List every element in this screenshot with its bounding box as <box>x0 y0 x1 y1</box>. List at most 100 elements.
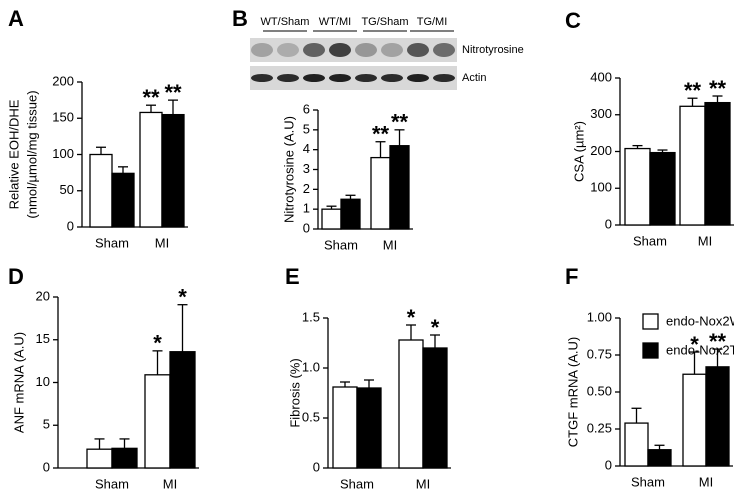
error-bar <box>118 166 128 174</box>
error-bar <box>712 348 723 367</box>
bar <box>86 448 113 469</box>
y-tick-label: 0.75 <box>587 346 612 361</box>
y-axis-label: CSA (µm²) <box>571 121 586 182</box>
bar <box>321 208 342 230</box>
bar <box>370 156 391 230</box>
bar <box>624 147 651 226</box>
y-tick-label: 3 <box>303 161 310 176</box>
panel-letter: D <box>8 264 24 289</box>
lane-label: WT/Sham <box>261 16 310 28</box>
y-tick-label: 4 <box>303 141 310 156</box>
y-tick-label: 200 <box>590 143 612 158</box>
blot-band <box>251 43 273 57</box>
bar <box>647 449 672 467</box>
y-axis-label: (nmol/µmol/mg tissue) <box>24 90 39 218</box>
x-tick-label: MI <box>155 235 169 250</box>
panel-letter: E <box>285 264 300 289</box>
bar <box>682 373 707 467</box>
y-tick-label: 0 <box>67 218 74 233</box>
y-tick-label: 1 <box>303 201 310 216</box>
x-tick-label: Sham <box>95 476 129 491</box>
error-bar <box>375 141 386 158</box>
error-bar <box>152 350 163 375</box>
y-tick-label: 0.5 <box>302 409 320 424</box>
x-tick-label: MI <box>383 237 397 252</box>
bar <box>398 339 424 469</box>
y-tick-label: 1.0 <box>302 359 320 374</box>
y-axis-label: Relative EOH/DHE <box>6 99 21 209</box>
blot-band <box>381 43 403 57</box>
legend-swatch <box>642 313 659 330</box>
x-tick-label: Sham <box>631 474 665 489</box>
significance-mark: ** <box>709 76 727 101</box>
blot-band <box>303 43 325 57</box>
panel-letter: A <box>8 6 24 31</box>
y-axis-label: Nitrotyrosine (A.U) <box>281 116 296 223</box>
error-bar <box>654 444 665 450</box>
y-tick-label: 0 <box>605 457 612 472</box>
blot-band <box>381 74 403 82</box>
blot-band <box>277 74 299 82</box>
significance-mark: ** <box>709 329 727 354</box>
y-tick-label: 0 <box>43 459 50 474</box>
significance-mark: * <box>431 315 440 340</box>
x-tick-label: MI <box>698 233 712 248</box>
blot-band <box>251 74 273 82</box>
error-bar <box>146 104 156 113</box>
x-tick-label: MI <box>416 476 430 491</box>
y-tick-label: 0 <box>313 459 320 474</box>
y-tick-label: 100 <box>52 146 74 161</box>
error-bar <box>364 379 374 388</box>
bar <box>111 172 135 228</box>
bar <box>422 347 448 469</box>
blot-band <box>433 43 455 57</box>
y-tick-label: 0.25 <box>587 420 612 435</box>
error-bar <box>430 334 440 348</box>
band-label: Nitrotyrosine <box>462 44 524 56</box>
y-tick-label: 6 <box>303 101 310 116</box>
error-bar <box>689 351 700 375</box>
blot-band <box>407 43 429 57</box>
x-tick-label: Sham <box>633 233 667 248</box>
blot-band <box>329 74 351 82</box>
legend-label: endo-Nox2WT <box>666 313 734 328</box>
y-axis-label: Fibrosis (%) <box>287 358 302 427</box>
significance-mark: * <box>407 305 416 330</box>
panel-letter: F <box>565 264 578 289</box>
significance-mark: * <box>178 285 187 310</box>
error-bar <box>96 146 106 155</box>
bar <box>624 422 649 467</box>
y-tick-label: 300 <box>590 106 612 121</box>
y-tick-label: 150 <box>52 110 74 125</box>
blot-band <box>407 74 429 82</box>
bar <box>705 366 730 467</box>
error-bar <box>406 324 416 340</box>
y-axis-label: ANF mRNA (A.U) <box>11 332 26 433</box>
bar <box>89 153 113 228</box>
bar <box>704 101 731 226</box>
significance-mark: ** <box>372 122 390 147</box>
error-bar <box>687 97 698 107</box>
y-tick-label: 5 <box>303 121 310 136</box>
y-tick-label: 15 <box>36 331 50 346</box>
error-bar <box>631 407 642 424</box>
blot-band <box>433 74 455 82</box>
bar <box>340 198 361 230</box>
blot-band <box>303 74 325 82</box>
y-tick-label: 20 <box>36 288 50 303</box>
blot-band <box>355 74 377 82</box>
y-tick-label: 0 <box>605 216 612 231</box>
y-tick-label: 200 <box>52 73 74 88</box>
y-tick-label: 0.50 <box>587 383 612 398</box>
panel-letter: C <box>565 8 581 33</box>
legend-swatch <box>642 342 659 359</box>
blot-band <box>277 43 299 57</box>
x-tick-label: Sham <box>340 476 374 491</box>
error-bar <box>712 95 723 103</box>
bar <box>144 374 171 469</box>
bar <box>139 111 163 228</box>
significance-mark: ** <box>391 110 409 135</box>
error-bar <box>394 129 405 146</box>
error-bar <box>345 194 356 200</box>
error-bar <box>632 144 643 149</box>
